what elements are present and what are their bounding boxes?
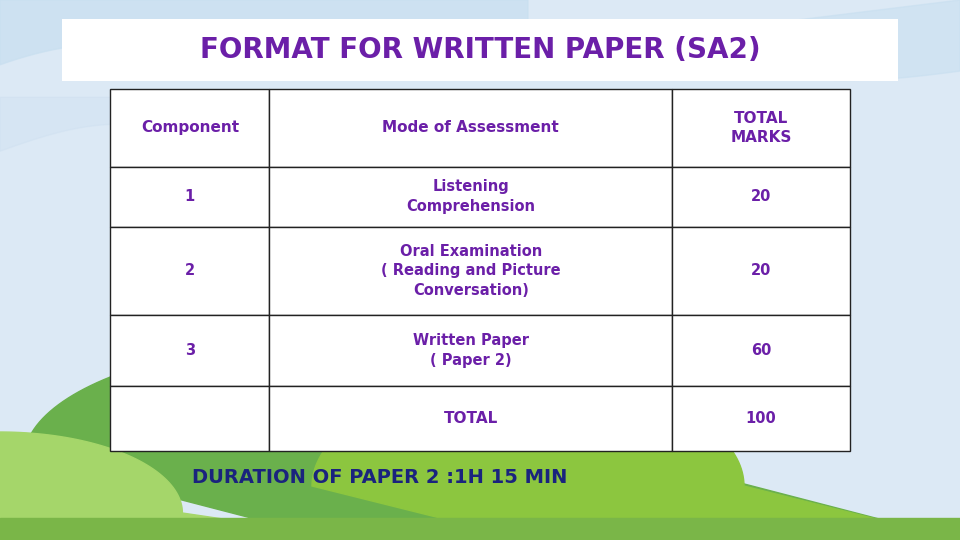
Text: 3: 3 [185,343,195,358]
Text: FORMAT FOR WRITTEN PAPER (SA2): FORMAT FOR WRITTEN PAPER (SA2) [200,36,760,64]
Text: 100: 100 [746,411,777,426]
Text: 2: 2 [185,264,195,279]
Text: 20: 20 [751,264,771,279]
FancyBboxPatch shape [270,227,672,315]
Text: DURATION OF PAPER 2 :1H 15 MIN: DURATION OF PAPER 2 :1H 15 MIN [191,468,567,488]
Polygon shape [0,432,365,540]
Text: Mode of Assessment: Mode of Assessment [382,120,559,136]
FancyBboxPatch shape [672,315,850,386]
Text: Component: Component [141,120,239,136]
Polygon shape [312,378,960,540]
Text: 60: 60 [751,343,771,358]
FancyBboxPatch shape [270,167,672,227]
Polygon shape [0,0,528,73]
FancyBboxPatch shape [270,89,672,167]
FancyBboxPatch shape [110,167,270,227]
FancyBboxPatch shape [110,315,270,386]
Text: 1: 1 [184,189,195,204]
Polygon shape [432,0,960,80]
FancyBboxPatch shape [110,227,270,315]
Polygon shape [0,97,480,178]
Polygon shape [0,518,960,540]
FancyBboxPatch shape [62,19,898,81]
Text: TOTAL
MARKS: TOTAL MARKS [731,111,792,145]
Text: Listening
Comprehension: Listening Comprehension [406,179,536,214]
Text: Written Paper
( Paper 2): Written Paper ( Paper 2) [413,333,529,368]
FancyBboxPatch shape [110,386,270,451]
FancyBboxPatch shape [270,315,672,386]
Text: TOTAL: TOTAL [444,411,498,426]
FancyBboxPatch shape [672,167,850,227]
Text: 20: 20 [751,189,771,204]
FancyBboxPatch shape [110,89,270,167]
FancyBboxPatch shape [672,227,850,315]
FancyBboxPatch shape [672,386,850,451]
FancyBboxPatch shape [672,89,850,167]
FancyBboxPatch shape [270,386,672,451]
Text: Oral Examination
( Reading and Picture
Conversation): Oral Examination ( Reading and Picture C… [381,244,561,298]
Polygon shape [24,340,960,540]
